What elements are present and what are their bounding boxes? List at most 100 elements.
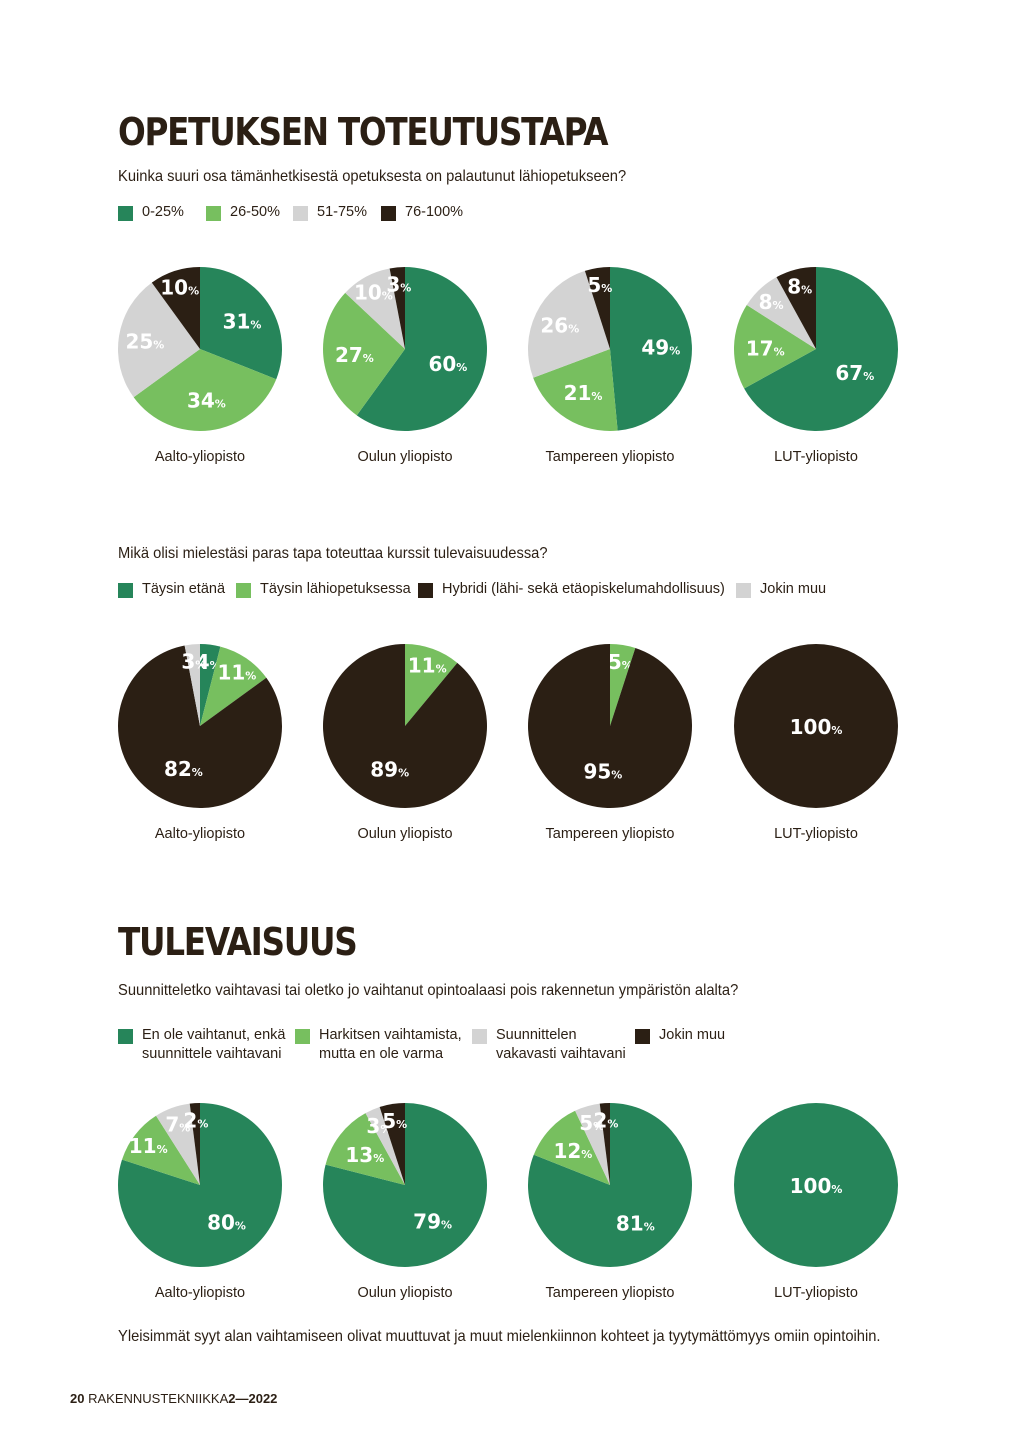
slice-value-label: 34% [187, 388, 226, 412]
pie-chart: 11% 89% Oulun yliopisto [322, 644, 487, 842]
issue-number: 2—2022 [228, 1391, 278, 1406]
slice-value-label: 5% [382, 1109, 407, 1133]
slice-value-label: 3% [181, 650, 206, 674]
legend-swatch [118, 583, 133, 598]
pie-university-label: Oulun yliopisto [357, 826, 452, 842]
pie-slice [184, 644, 200, 726]
legend-item: Jokin muu [635, 1027, 726, 1045]
slice-value-label: 79% [413, 1210, 452, 1234]
legend-swatch [206, 206, 221, 221]
slice-value-label: 67% [835, 361, 874, 385]
pie-slice [200, 646, 267, 726]
pie-slice [584, 267, 610, 349]
legend-label: 76-100% [405, 204, 464, 220]
legend-swatch [118, 1029, 133, 1044]
pie-slice [744, 267, 898, 431]
legend-label: En ole vaihtanut, enkä suunnittele vaiht… [142, 1027, 286, 1062]
slice-value-label: 5% [587, 273, 612, 297]
pie-slice [117, 645, 282, 808]
slice-value-label: 26% [540, 314, 579, 338]
pie-slice [322, 644, 487, 808]
legend-item: Täysin lähiopetuksessa [236, 581, 411, 599]
legend-item: Harkitsen vaihtamista, mutta en ole varm… [295, 1027, 462, 1064]
pie-chart: 31% 34% 25% 10% Aalto-yliopisto [117, 267, 282, 465]
slice-value-label: 82% [164, 757, 203, 781]
pie-chart: 49% 21% 26% 5% Tampereen yliopisto [527, 267, 692, 465]
pie-university-label: Aalto-yliopisto [155, 1285, 245, 1301]
pie-chart: 5% 95% Tampereen yliopisto [528, 644, 693, 842]
legend-label: Hybridi (lähi- sekä etäopiskelumahdollis… [442, 581, 725, 597]
pie-slice [533, 1110, 610, 1185]
pie-chart: 100% LUT-yliopisto [734, 644, 898, 842]
slice-value-label: 5% [608, 650, 633, 674]
legend-item: 26-50% [206, 204, 280, 222]
pie-slice [734, 305, 816, 389]
legend-item: Täysin etänä [118, 581, 226, 599]
pie-chart: 60% 27% 10%3% Oulun yliopisto [322, 267, 487, 465]
legend-label: 51-75% [317, 204, 367, 220]
legend-label: Jokin muu [659, 1027, 726, 1043]
pie-slice [345, 268, 405, 349]
slice-value-label: 25% [125, 329, 164, 353]
legend-item: Suunnittelen vakavasti vaihtavani [472, 1027, 626, 1064]
slice-value-label: 10% [160, 276, 199, 300]
pie-slice [389, 267, 405, 349]
legend-item: Hybridi (lähi- sekä etäopiskelumahdollis… [418, 581, 725, 599]
pie-university-label: LUT-yliopisto [774, 449, 858, 465]
slice-value-label: 8% [759, 290, 784, 314]
slice-value-label: 89% [370, 757, 409, 781]
pie-university-label: Tampereen yliopisto [546, 1285, 675, 1301]
pie-slice [156, 1103, 200, 1185]
pie-slice [151, 267, 200, 349]
slice-value-label: 21% [564, 381, 603, 405]
pie-slice [746, 277, 816, 349]
legend-item: En ole vaihtanut, enkä suunnittele vaiht… [118, 1027, 286, 1064]
slice-value-label: 2% [183, 1109, 208, 1133]
legend-swatch [418, 583, 433, 598]
pie-university-label: Aalto-yliopisto [155, 449, 245, 465]
slice-value-label: 13% [345, 1143, 384, 1167]
pie-university-label: Oulun yliopisto [357, 449, 452, 465]
page-number: 20 [70, 1391, 85, 1406]
pie-slice [776, 267, 816, 349]
pie-chart: 81% 12% 5%2% Tampereen yliopisto [528, 1103, 693, 1301]
legend-item: 0-25% [118, 204, 184, 222]
chart-question-3: Suunnitteletko vaihtavasi tai oletko jo … [118, 982, 739, 999]
pie-slice [322, 292, 405, 416]
slice-value-label: 100% [790, 715, 843, 739]
magazine-name: RAKENNUSTEKNIIKKA [88, 1391, 229, 1406]
legend-swatch [236, 583, 251, 598]
legend-swatch [381, 206, 396, 221]
legend-3: En ole vaihtanut, enkä suunnittele vaiht… [118, 1027, 918, 1068]
pie-slice [610, 644, 636, 726]
legend-label: Täysin etänä [142, 581, 226, 597]
slice-value-label: 31% [223, 309, 262, 333]
legend-swatch [736, 583, 751, 598]
pie-slice [325, 1113, 405, 1185]
page-footer: 20 RAKENNUSTEKNIIKKA2—2022 [70, 1391, 277, 1406]
slice-value-label: 3% [366, 1114, 391, 1138]
pie-chart: 67% 17% 8%8% LUT-yliopisto [734, 267, 898, 465]
slice-value-label: 12% [553, 1139, 592, 1163]
pie-chart: 100% LUT-yliopisto [734, 1103, 898, 1301]
legend-2: Täysin etänä Täysin lähiopetuksessa Hybrid… [118, 581, 918, 622]
pie-slice [117, 282, 200, 398]
slice-value-label: 27% [335, 343, 374, 367]
pie-university-label: Tampereen yliopisto [546, 449, 675, 465]
pie-slice [379, 1103, 405, 1185]
pie-university-label: Tampereen yliopisto [546, 826, 675, 842]
slice-value-label: 80% [207, 1211, 246, 1235]
legend-swatch [118, 206, 133, 221]
slice-value-label: 17% [746, 336, 785, 360]
pie-charts-1: 31% 34% 25% 10% Aalto-yliopisto 60%27%10%3%Ou… [117, 267, 898, 465]
pie-slice [200, 644, 221, 726]
pie-university-label: LUT-yliopisto [774, 826, 858, 842]
slice-value-label: 7% [165, 1112, 190, 1136]
legend-swatch [295, 1029, 310, 1044]
pie-slice [528, 1103, 693, 1267]
pie-university-label: LUT-yliopisto [774, 1285, 858, 1301]
section-title-opetus: OPETUKSEN TOTEUTUSTAPA [118, 110, 609, 154]
pie-slice [734, 1103, 898, 1267]
pie-chart: 80% 11%7%2% Aalto-yliopisto [117, 1103, 282, 1301]
